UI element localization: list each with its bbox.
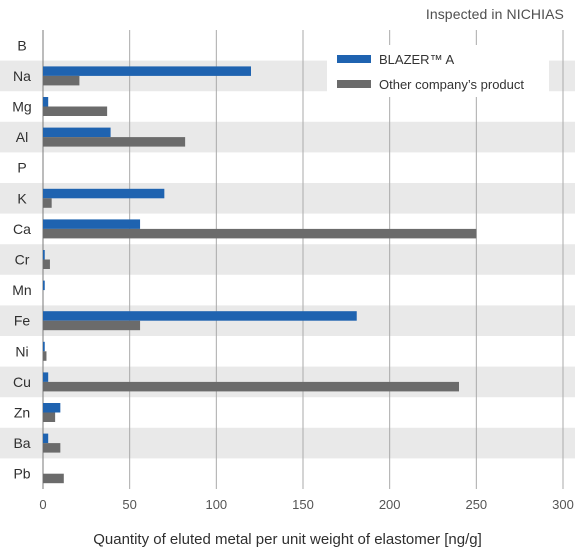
category-label-ca: Ca: [13, 221, 31, 237]
legend-label-other-product: Other company’s product: [379, 77, 524, 92]
row-band-cr: [0, 244, 575, 275]
category-label-cu: Cu: [13, 374, 31, 390]
x-tick-label-200: 200: [379, 497, 401, 512]
x-tick-label-50: 50: [122, 497, 136, 512]
x-tick-label-300: 300: [552, 497, 574, 512]
category-label-mg: Mg: [12, 99, 31, 115]
bar-blazer-a-mg: [43, 97, 49, 107]
legend-swatch-blazer-a: [337, 55, 371, 63]
bar-blazer-a-cu: [43, 372, 49, 382]
bar-other-product-ba: [43, 443, 61, 453]
category-label-na: Na: [13, 68, 31, 84]
bar-blazer-a-mn: [43, 280, 45, 291]
bar-other-product-na: [43, 75, 80, 86]
category-label-ni: Ni: [15, 343, 28, 359]
x-axis-label: Quantity of eluted metal per unit weight…: [93, 531, 482, 548]
bar-blazer-a-zn: [43, 403, 61, 413]
bar-blazer-a-ca: [43, 219, 141, 229]
bar-other-product-fe: [43, 320, 141, 331]
bar-blazer-a-fe: [43, 311, 357, 321]
x-tick-label-0: 0: [39, 497, 46, 512]
bar-other-product-cu: [43, 381, 459, 392]
category-label-cr: Cr: [15, 252, 30, 268]
legend-box: [327, 45, 549, 97]
bar-blazer-a-cr: [43, 250, 45, 260]
bar-other-product-ca: [43, 228, 477, 239]
bar-other-product-zn: [43, 412, 56, 422]
bar-other-product-cr: [43, 259, 50, 269]
x-tick-label-100: 100: [205, 497, 227, 512]
category-label-mn: Mn: [12, 282, 31, 298]
category-label-b: B: [17, 37, 26, 53]
bar-other-product-pb: [43, 473, 64, 484]
bar-other-product-al: [43, 137, 186, 147]
category-label-p: P: [17, 160, 26, 176]
x-tick-label-250: 250: [465, 497, 487, 512]
bar-blazer-a-ni: [43, 341, 45, 352]
legend-swatch-other-product: [337, 80, 371, 88]
category-label-ba: Ba: [13, 435, 30, 451]
legend-label-blazer-a: BLAZER™ A: [379, 52, 454, 67]
bar-other-product-ni: [43, 351, 47, 361]
category-label-al: Al: [16, 129, 28, 145]
bar-other-product-k: [43, 198, 52, 208]
category-label-fe: Fe: [14, 313, 31, 329]
row-band-ba: [0, 427, 575, 459]
category-label-pb: Pb: [13, 466, 30, 482]
category-label-zn: Zn: [14, 405, 30, 421]
x-tick-label-150: 150: [292, 497, 314, 512]
bar-blazer-a-al: [43, 127, 111, 138]
bar-blazer-a-ba: [43, 433, 49, 444]
chart-note: Inspected in NICHIAS: [425, 6, 564, 22]
bar-blazer-a-na: [43, 66, 251, 76]
bar-blazer-a-k: [43, 188, 165, 199]
category-label-k: K: [17, 190, 27, 206]
bar-other-product-mg: [43, 106, 108, 116]
